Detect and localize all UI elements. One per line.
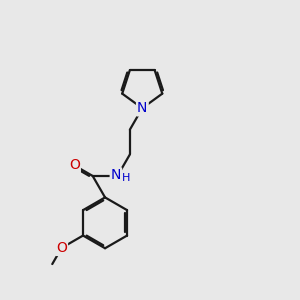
Text: N: N bbox=[137, 101, 147, 115]
Text: O: O bbox=[56, 241, 67, 255]
Text: O: O bbox=[69, 158, 80, 172]
Text: N: N bbox=[111, 168, 121, 182]
Text: N: N bbox=[137, 101, 147, 115]
Text: H: H bbox=[122, 173, 130, 183]
